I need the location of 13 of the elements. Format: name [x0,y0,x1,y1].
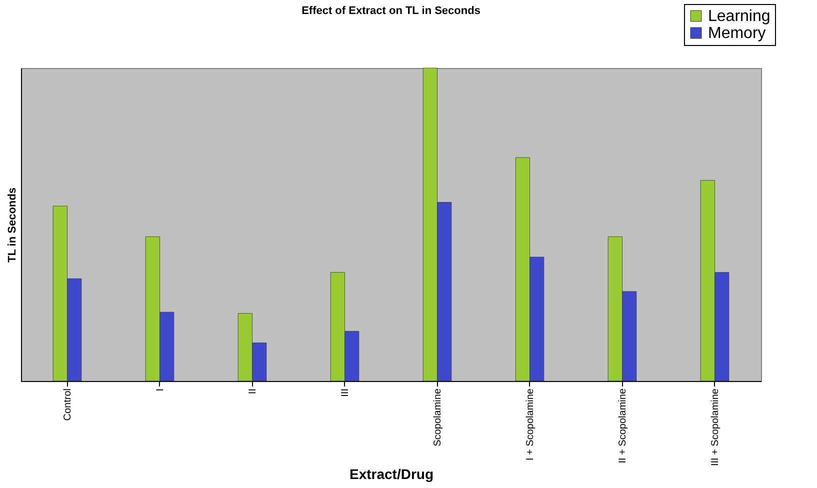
x-axis-title: Extract/Drug [349,466,434,482]
x-tick-label: III [340,388,351,397]
x-tick-label: I + Scopolamine [524,388,536,460]
x-tick-label: Scopolamine [432,388,444,446]
x-tick-label: I [154,388,166,392]
legend-label: Learning [708,8,770,25]
x-tick-label: II [247,388,258,394]
y-axis-title: TL in Seconds [6,188,18,262]
x-tick-label: II + Scopolamine [617,388,628,464]
legend-label: Memory [708,25,766,42]
x-tick-label: Control [62,388,74,421]
chart-title: Effect of Extract on TL in Seconds [302,4,480,17]
x-tick-label: III + Scopolamine [710,388,721,466]
